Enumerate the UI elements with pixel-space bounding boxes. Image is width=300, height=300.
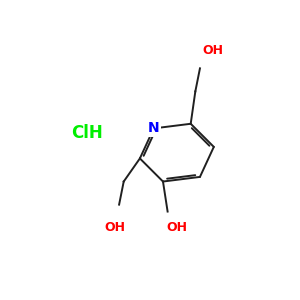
Text: OH: OH (104, 221, 125, 234)
Text: ClH: ClH (71, 124, 103, 142)
Text: OH: OH (166, 221, 187, 234)
Text: OH: OH (202, 44, 223, 57)
Text: N: N (148, 122, 160, 135)
